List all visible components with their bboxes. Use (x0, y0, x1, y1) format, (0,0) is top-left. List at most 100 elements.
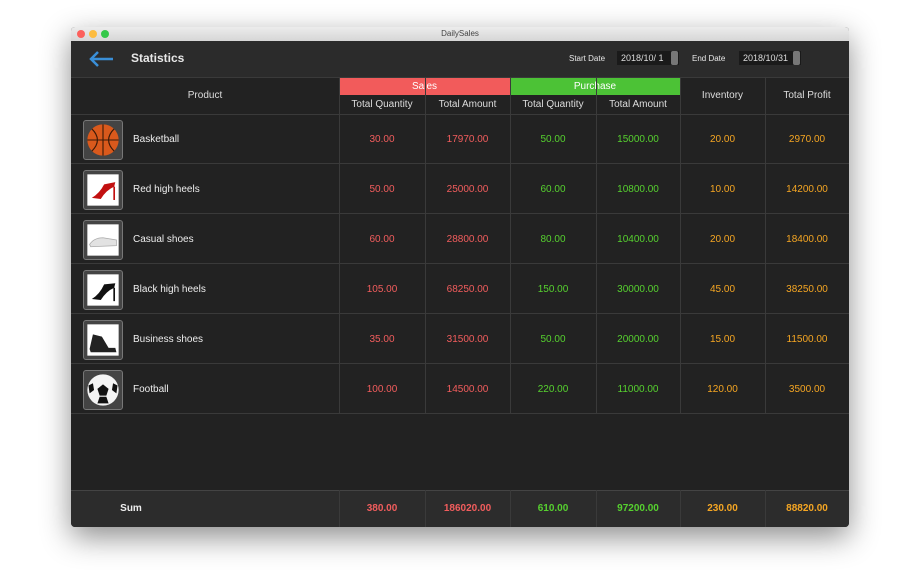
column-header: Product (187, 90, 223, 101)
table-cell: 50.00 (540, 333, 566, 345)
column-divider (596, 490, 597, 527)
product-name: Casual shoes (133, 233, 194, 245)
window: DailySales Statistics Start Date 2018/10… (71, 27, 849, 527)
product-image (83, 220, 123, 260)
row-divider (71, 363, 849, 364)
row-divider (71, 413, 849, 414)
table-cell: 35.00 (369, 333, 395, 345)
table-cell: 60.00 (369, 233, 395, 245)
sum-cell: 88820.00 (786, 503, 828, 514)
table-cell: 14200.00 (786, 183, 828, 195)
table-cell: 31500.00 (446, 333, 489, 345)
table-cell: 11000.00 (617, 383, 659, 395)
page-title: Statistics (131, 51, 185, 65)
row-divider (71, 313, 849, 314)
table-cell: 150.00 (537, 283, 569, 295)
table-cell: 15.00 (709, 333, 736, 345)
row-divider (71, 213, 849, 214)
table-cell: 45.00 (709, 283, 736, 295)
table-cell: 220.00 (537, 383, 569, 395)
table-cell: 28800.00 (446, 233, 489, 245)
toolbar: Statistics Start Date 2018/10/ 1 End Dat… (71, 41, 849, 78)
column-divider (765, 490, 766, 527)
table-cell: 15000.00 (617, 133, 659, 145)
column-header: Total Quantity (522, 99, 584, 110)
table-cell: 50.00 (369, 183, 395, 195)
table-cell: 50.00 (540, 133, 566, 145)
title-bar: DailySales (71, 27, 849, 41)
column-divider (510, 77, 511, 414)
table-cell: 14500.00 (446, 383, 489, 395)
table-cell: 60.00 (540, 183, 566, 195)
table-cell: 20000.00 (617, 333, 659, 345)
table-cell: 3500.00 (788, 383, 826, 395)
sum-cell: 610.00 (537, 503, 569, 514)
product-image (83, 270, 123, 310)
table-cell: 120.00 (707, 383, 738, 395)
table-cell: 11500.00 (786, 333, 828, 345)
column-divider (510, 490, 511, 527)
column-header: Total Amount (438, 99, 497, 110)
table-cell: 25000.00 (446, 183, 489, 195)
close-button[interactable] (77, 30, 85, 38)
sum-cell: 380.00 (366, 503, 398, 514)
column-divider (680, 490, 681, 527)
product-name: Business shoes (133, 333, 204, 345)
zoom-button[interactable] (101, 30, 109, 38)
product-name: Football (133, 383, 169, 395)
table-cell: 10800.00 (617, 183, 659, 195)
sum-cell: 97200.00 (617, 503, 659, 514)
table-cell: 30000.00 (617, 283, 659, 295)
group-header: Sales (339, 78, 510, 95)
sum-row (71, 490, 849, 527)
column-divider (596, 77, 597, 414)
column-divider (425, 77, 426, 414)
product-name: Basketball (133, 133, 180, 145)
column-header: Inventory (701, 90, 744, 101)
row-divider (71, 163, 849, 164)
table-cell: 68250.00 (446, 283, 489, 295)
column-header: Total Profit (783, 90, 831, 101)
sum-label: Sum (120, 503, 142, 514)
table-cell: 38250.00 (786, 283, 828, 295)
group-header: Purchase (510, 78, 680, 95)
end-label: End Date (692, 54, 726, 63)
product-image (83, 370, 123, 410)
start-date[interactable]: 2018/10/ 1 (617, 51, 679, 65)
table-cell: 20.00 (709, 233, 736, 245)
column-divider (765, 77, 766, 414)
product-image (83, 170, 123, 210)
row-divider (71, 114, 849, 115)
table-cell: 20.00 (709, 133, 736, 145)
end-stepper[interactable] (793, 51, 800, 65)
table-cell: 18400.00 (786, 233, 828, 245)
table-cell: 30.00 (369, 133, 395, 145)
column-header: Total Quantity (351, 99, 413, 110)
sum-cell: 186020.00 (443, 503, 492, 514)
table: Product SalesPurchase Total Quantity Total … (71, 77, 849, 527)
start-label: Start Date (569, 54, 606, 63)
table-cell: 2970.00 (788, 133, 826, 145)
column-divider (425, 490, 426, 527)
product-name: Black high heels (133, 283, 206, 295)
table-cell: 105.00 (366, 283, 398, 295)
column-header: Total Amount (609, 99, 667, 110)
table-cell: 80.00 (540, 233, 566, 245)
product-image (83, 120, 123, 160)
end-date[interactable]: 2018/10/31 (739, 51, 801, 65)
minimize-button[interactable] (89, 30, 97, 38)
table-cell: 17970.00 (446, 133, 489, 145)
table-cell: 10400.00 (617, 233, 659, 245)
table-cell: 100.00 (366, 383, 398, 395)
start-stepper[interactable] (671, 51, 678, 65)
column-divider (339, 490, 340, 527)
row-divider (71, 263, 849, 264)
column-divider (680, 77, 681, 414)
product-name: Red high heels (133, 183, 200, 195)
sum-cell: 230.00 (707, 503, 738, 514)
back-button[interactable] (87, 49, 115, 69)
product-image (83, 320, 123, 360)
table-cell: 10.00 (709, 183, 736, 195)
column-divider (339, 77, 340, 414)
